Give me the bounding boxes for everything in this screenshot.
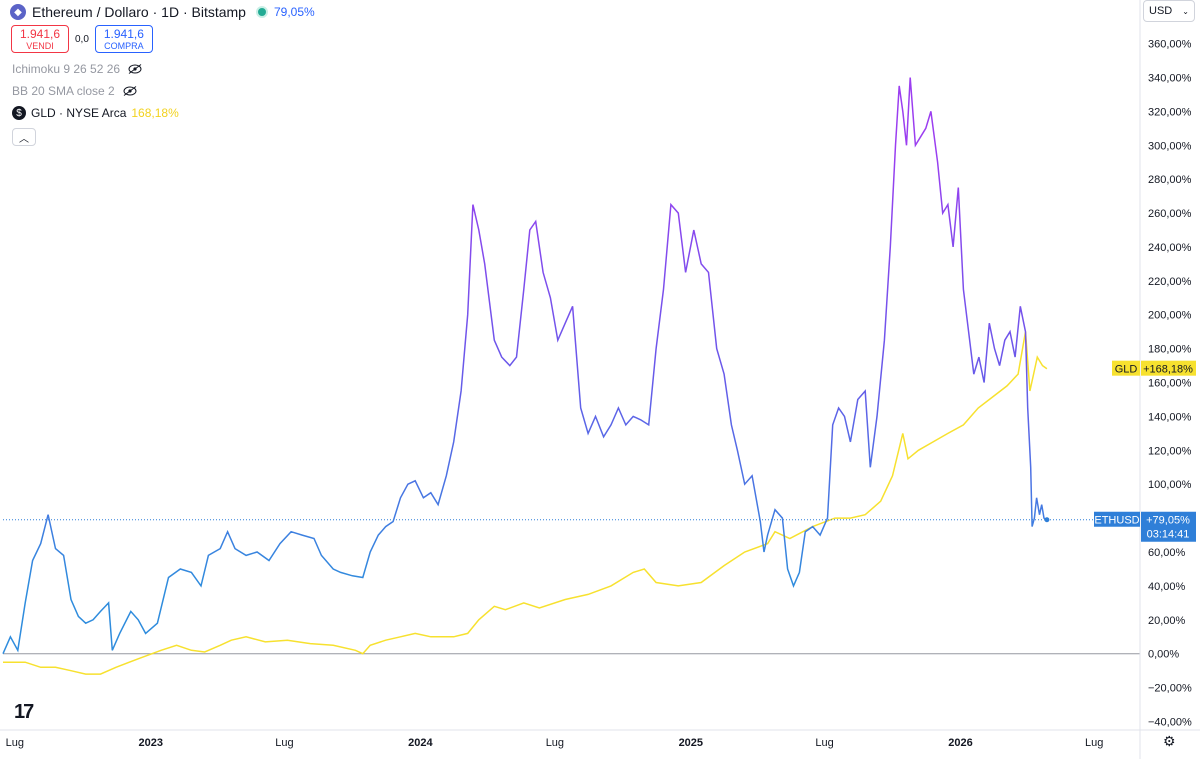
symbol-title[interactable]: Ethereum / Dollaro · 1D · Bitstamp (32, 4, 246, 20)
ethusd-value-badge (1141, 511, 1196, 542)
gld-value-badge (1141, 360, 1196, 376)
indicator-bollinger[interactable]: BB 20 SMA close 2 (12, 84, 137, 98)
buy-price: 1.941,6 (103, 26, 144, 41)
y-tick-label: 320,00% (1148, 106, 1192, 118)
trade-buttons: 1.941,6 VENDI 0,0 1.941,6 COMPRA (11, 25, 153, 53)
y-tick-label: 220,00% (1148, 276, 1192, 288)
indicator-label: Ichimoku 9 26 52 26 (12, 62, 121, 76)
y-tick-label: 140,00% (1148, 411, 1192, 423)
change-percent: 79,05% (273, 5, 315, 19)
y-tick-label: 60,00% (1148, 547, 1186, 559)
compare-symbol[interactable]: $ GLD · NYSE Arca 168,18% (12, 106, 179, 120)
ethusd-last-point (1044, 517, 1050, 523)
x-tick-label: 2024 (408, 737, 433, 749)
y-tick-label: −20,00% (1148, 683, 1192, 695)
market-open-icon (255, 6, 268, 18)
y-tick-label: 180,00% (1148, 344, 1192, 356)
y-tick-label: 20,00% (1148, 615, 1186, 627)
gld-series-line (3, 331, 1048, 675)
x-tick-label: Lug (1085, 737, 1103, 749)
x-tick-label: Lug (546, 737, 564, 749)
y-tick-label: 200,00% (1148, 310, 1192, 322)
y-tick-label: 160,00% (1148, 378, 1192, 390)
x-tick-label: Lug (6, 737, 24, 749)
x-tick-label: Lug (815, 737, 833, 749)
y-tick-label: 360,00% (1148, 39, 1192, 51)
sell-label: VENDI (26, 40, 54, 51)
y-tick-label: 340,00% (1148, 72, 1192, 84)
y-tick-label: 240,00% (1148, 242, 1192, 254)
ethusd-value-label: +79,05% (1146, 515, 1190, 527)
sell-price: 1.941,6 (19, 26, 61, 41)
ethusd-name-badge (1094, 511, 1140, 527)
x-tick-label: Lug (275, 737, 293, 749)
collapse-legend-button[interactable]: ︿ (12, 128, 36, 146)
buy-label: COMPRA (104, 40, 144, 51)
indicator-ichimoku[interactable]: Ichimoku 9 26 52 26 (12, 62, 142, 76)
gld-value-label: +168,18% (1143, 364, 1193, 376)
symbol-header[interactable]: ◆ Ethereum / Dollaro · 1D · Bitstamp 79,… (10, 2, 315, 22)
x-tick-label: 2026 (948, 737, 972, 749)
buy-button[interactable]: 1.941,6 COMPRA (94, 25, 153, 53)
ethusd-series-line (2, 77, 1048, 655)
indicator-label: BB 20 SMA close 2 (12, 84, 115, 98)
y-tick-label: 100,00% (1148, 479, 1192, 491)
eye-hidden-icon[interactable] (128, 64, 142, 74)
dollar-icon: $ (12, 106, 26, 120)
gear-icon[interactable]: ⚙ (1163, 733, 1176, 749)
currency-value: USD (1149, 5, 1173, 17)
chevron-down-icon: ⌄ (1182, 6, 1189, 16)
eye-hidden-icon[interactable] (123, 86, 137, 96)
y-tick-label: 300,00% (1148, 140, 1192, 152)
spread-value: 0,0 (75, 33, 89, 45)
y-tick-label: 0,00% (1148, 649, 1179, 661)
ethusd-countdown-label: 03:14:41 (1147, 529, 1190, 541)
x-tick-label: 2025 (679, 737, 703, 749)
y-tick-label: −40,00% (1148, 717, 1192, 729)
y-tick-label: 120,00% (1148, 445, 1192, 457)
compare-label: GLD · NYSE Arca (31, 106, 127, 120)
y-tick-label: 260,00% (1148, 208, 1192, 220)
currency-select[interactable]: USD ⌄ (1143, 0, 1195, 22)
sell-button[interactable]: 1.941,6 VENDI (11, 25, 69, 53)
tradingview-logo-icon[interactable]: 17 (14, 701, 34, 723)
y-tick-label: 40,00% (1148, 581, 1186, 593)
x-tick-label: 2023 (139, 737, 163, 749)
y-tick-label: 280,00% (1148, 174, 1192, 186)
gld-name-label: GLD (1115, 364, 1138, 376)
ethusd-name-label: ETHUSD (1094, 515, 1139, 527)
gld-name-badge (1112, 360, 1140, 376)
chevron-up-icon: ︿ (19, 133, 29, 145)
compare-percent: 168,18% (131, 106, 179, 120)
ethereum-icon: ◆ (10, 4, 26, 20)
